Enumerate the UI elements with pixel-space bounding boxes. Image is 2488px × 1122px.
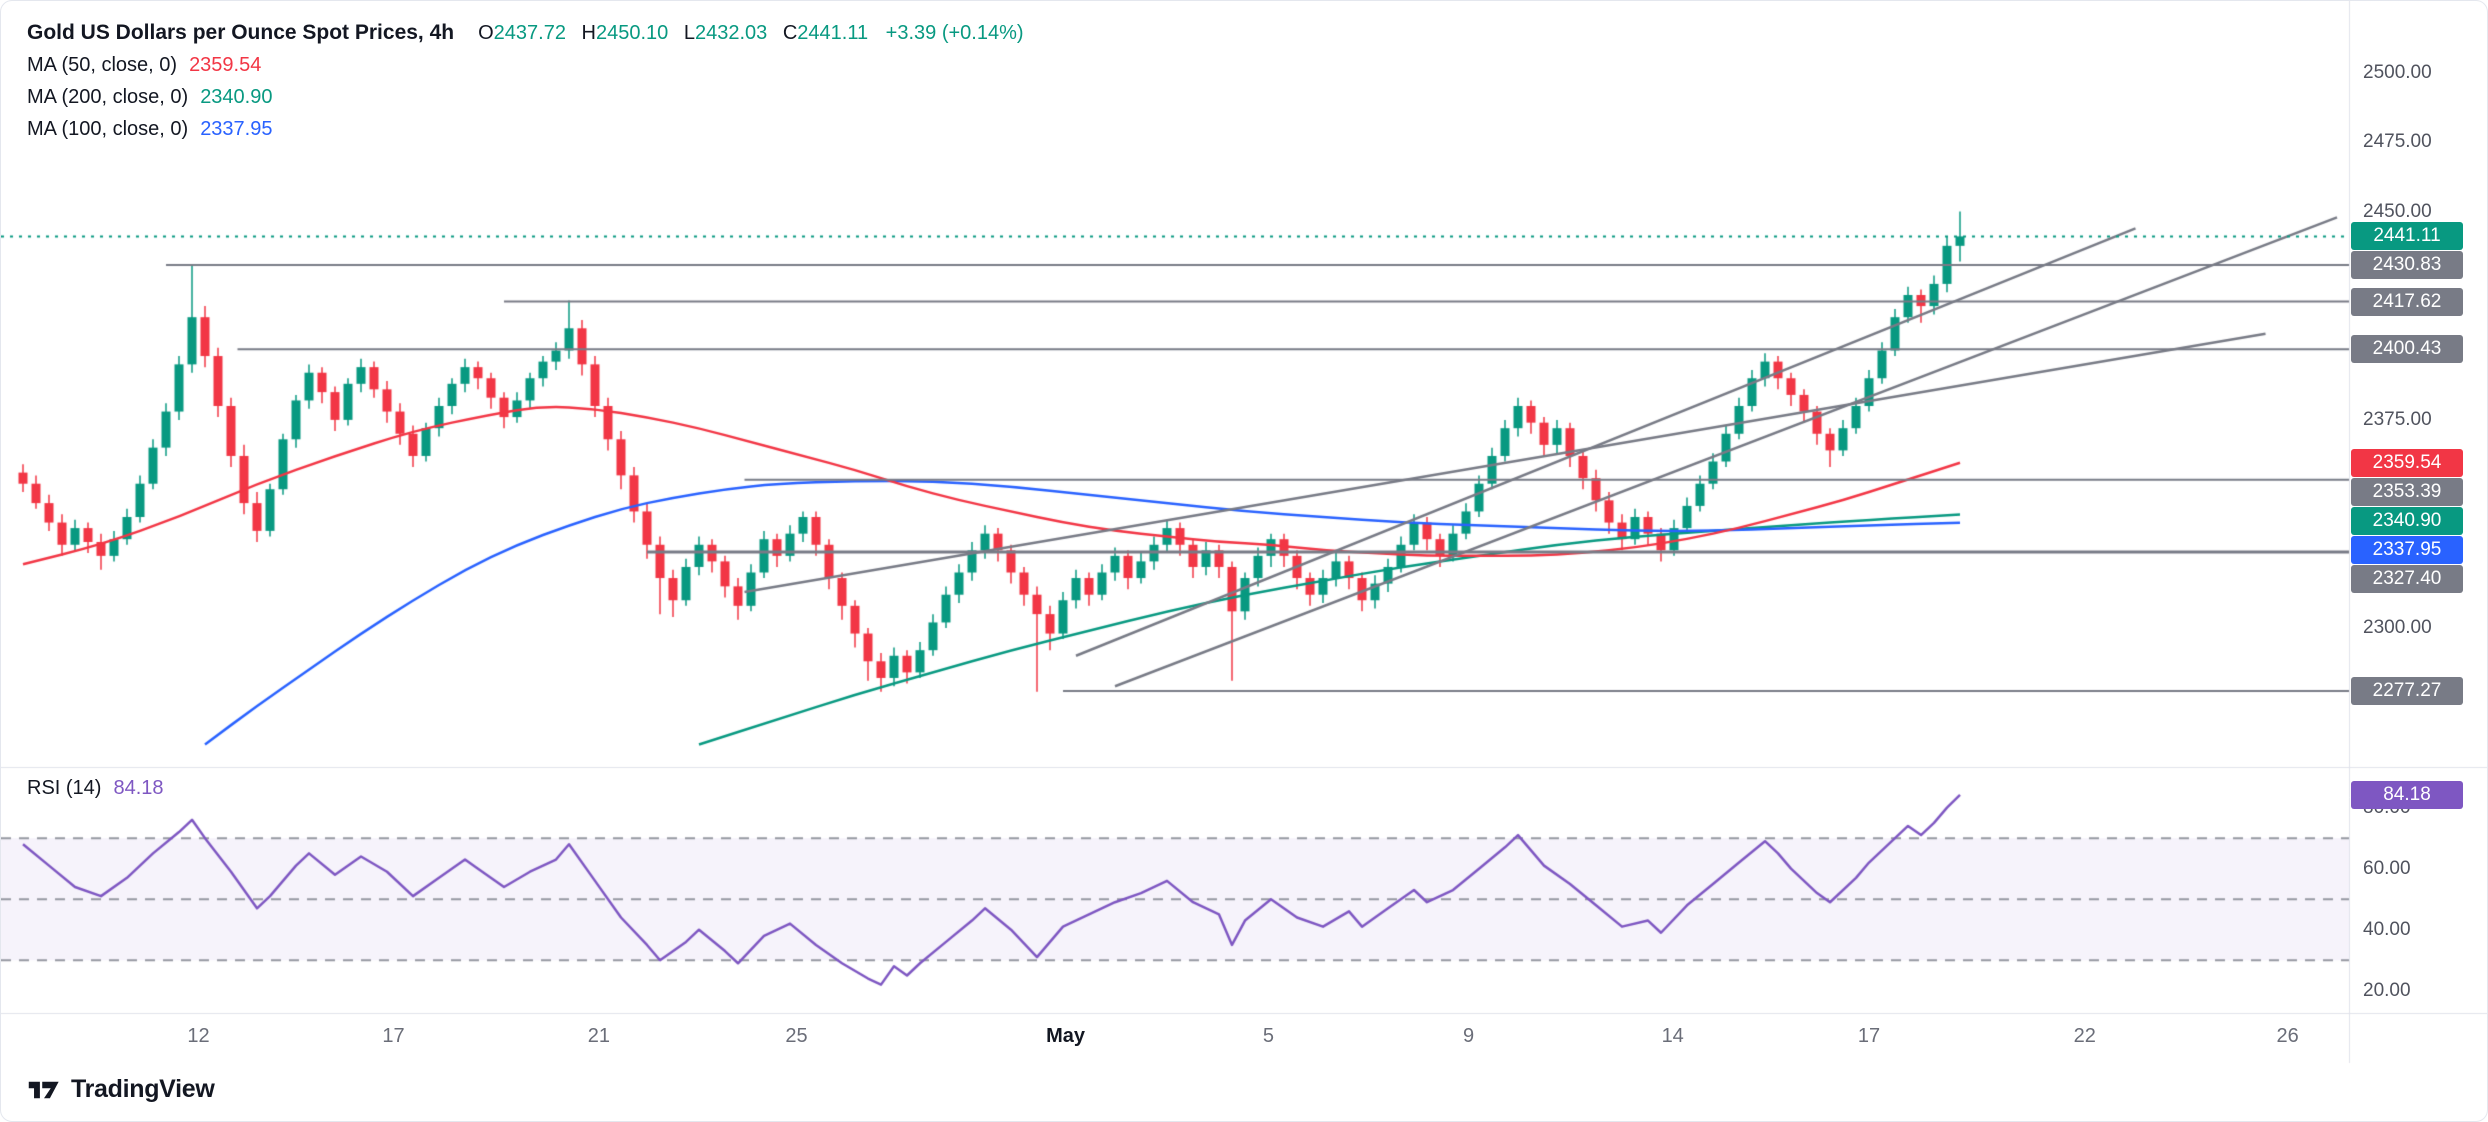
rsi-value-badge[interactable]: 84.18 — [2351, 780, 2463, 809]
tradingview-attribution[interactable]: TradingView — [27, 1075, 215, 1104]
price-change: +3.39 (+0.14%) — [885, 21, 1024, 44]
symbol-title: Gold US Dollars per Ounce Spot Prices, 4… — [27, 21, 455, 44]
time-axis-label: 21 — [587, 1025, 611, 1047]
open-value: 2437.72 — [493, 21, 566, 44]
ma50-price-badge[interactable]: 2359.54 — [2351, 448, 2463, 477]
level-price-badge[interactable]: 2400.43 — [2351, 335, 2463, 364]
tradingview-logo-icon — [28, 1081, 59, 1098]
price-axis-tick: 2450.00 — [2363, 200, 2432, 222]
ma200-legend-row[interactable]: MA (200, close, 0) 2340.90 — [27, 81, 1024, 113]
ma100-name: MA (100, close, 0) — [27, 117, 189, 140]
close-value: 2441.11 — [797, 21, 869, 44]
time-axis-label: 5 — [1262, 1025, 1274, 1047]
rsi-value: 84.18 — [113, 776, 164, 799]
open-label: O — [478, 21, 494, 44]
time-axis-label: 14 — [1661, 1025, 1684, 1047]
low-value: 2432.03 — [694, 21, 768, 44]
rsi-axis-tick: 20.00 — [2363, 979, 2411, 1001]
low-label: L — [683, 21, 695, 44]
time-axis-label: 17 — [382, 1025, 405, 1047]
ma100-price-badge[interactable]: 2337.95 — [2351, 535, 2463, 564]
high-label: H — [581, 21, 596, 44]
level-price-badge[interactable]: 2277.27 — [2351, 677, 2463, 706]
time-axis-label: May — [1046, 1025, 1086, 1047]
symbol-legend-row[interactable]: Gold US Dollars per Ounce Spot Prices, 4… — [27, 17, 1024, 49]
ma50-name: MA (50, close, 0) — [27, 53, 178, 76]
time-axis-label: 12 — [187, 1025, 210, 1047]
time-axis-label: 17 — [1857, 1025, 1881, 1047]
time-axis-label: 9 — [1463, 1025, 1475, 1047]
time-axis-label: 25 — [785, 1025, 808, 1047]
ma50-value: 2359.54 — [189, 53, 262, 76]
last-price-badge[interactable]: 2441.11 — [2351, 222, 2463, 251]
close-label: C — [782, 21, 798, 44]
price-axis-tick: 2500.00 — [2363, 62, 2432, 83]
time-axis-label: 26 — [2276, 1025, 2299, 1047]
price-axis-tick: 2300.00 — [2363, 617, 2432, 638]
high-value: 2450.10 — [595, 21, 669, 44]
level-price-badge[interactable]: 2430.83 — [2351, 251, 2463, 280]
tradingview-brand-text: TradingView — [71, 1075, 215, 1103]
rsi-axis-tick: 60.00 — [2363, 857, 2411, 879]
ma200-name: MA (200, close, 0) — [27, 85, 189, 108]
ma200-value: 2340.90 — [200, 85, 273, 108]
rsi-axis-tick: 40.00 — [2363, 918, 2411, 940]
ma100-value: 2337.95 — [200, 117, 273, 140]
price-axis-tick: 2375.00 — [2363, 408, 2432, 430]
level-price-badge[interactable]: 2417.62 — [2351, 287, 2463, 316]
level-price-badge[interactable]: 2353.39 — [2351, 477, 2463, 506]
rsi-legend-row[interactable]: RSI (14) 84.18 — [27, 773, 164, 803]
ma200-price-badge[interactable]: 2340.90 — [2351, 506, 2463, 535]
rsi-name: RSI (14) — [27, 776, 102, 799]
ma50-legend-row[interactable]: MA (50, close, 0) 2359.54 — [27, 49, 1024, 81]
ma100-legend-row[interactable]: MA (100, close, 0) 2337.95 — [27, 113, 1024, 145]
level-price-badge[interactable]: 2327.40 — [2351, 564, 2463, 593]
price-axis-tick: 2475.00 — [2363, 131, 2432, 153]
ohlc-values: O2437.72 H2450.10 L2432.03 C2441.11 +3.3… — [468, 22, 1023, 45]
chart-legend: Gold US Dollars per Ounce Spot Prices, 4… — [27, 17, 1024, 145]
time-axis-label: 22 — [2073, 1025, 2096, 1047]
